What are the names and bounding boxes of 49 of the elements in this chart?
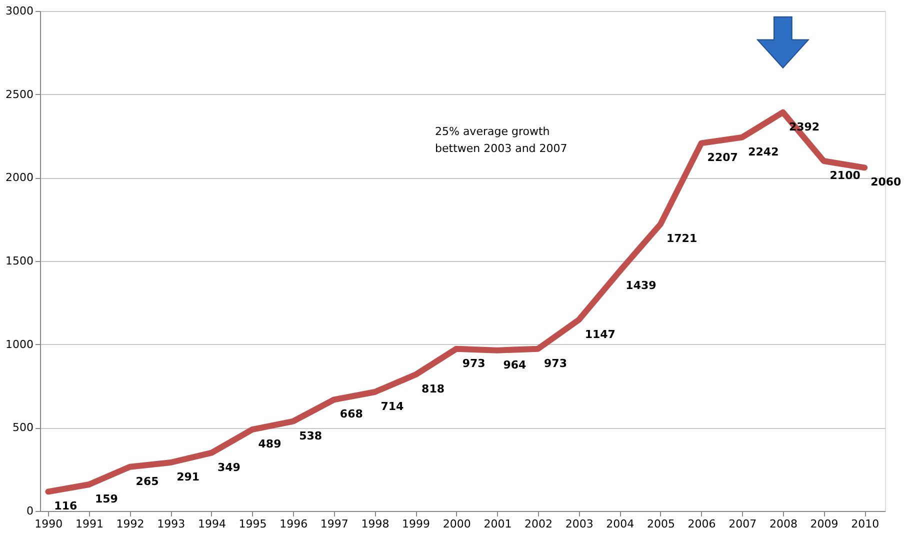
data-label: 2242: [748, 145, 779, 158]
data-label: 714: [380, 400, 404, 413]
data-label: 1147: [584, 328, 616, 341]
data-label: 349: [217, 460, 240, 474]
x-tick-label: 1997: [320, 518, 348, 530]
x-tick-label: 1994: [198, 518, 226, 530]
data-label: 291: [176, 470, 200, 484]
x-tick-label: 1992: [116, 518, 144, 530]
y-tick-label: 1000: [6, 338, 34, 351]
x-tick-label: 1995: [238, 518, 267, 530]
data-label: 818: [422, 382, 445, 396]
x-tick-label: 1991: [75, 518, 104, 530]
x-tick-label: 2006: [688, 518, 716, 530]
x-tick-label: 2007: [728, 518, 757, 530]
data-label: 538: [299, 429, 322, 442]
data-label: 159: [94, 492, 118, 506]
x-tick-label: 1993: [157, 518, 186, 530]
x-tick-label: 2002: [524, 518, 553, 530]
data-label: 973: [544, 356, 567, 370]
x-tick-label: 1990: [34, 518, 63, 530]
data-label: 489: [258, 438, 282, 450]
y-tick-label: 2500: [6, 88, 34, 101]
y-tick-label: 0: [26, 504, 34, 518]
data-label: 973: [462, 356, 486, 370]
data-label: 116: [54, 500, 78, 513]
y-tick-label: 500: [12, 421, 34, 434]
x-tick-label: 2000: [442, 518, 471, 530]
data-label: 2060: [870, 176, 902, 189]
x-tick-label: 2010: [851, 518, 880, 530]
x-tick-label: 1998: [361, 518, 390, 530]
x-tick-label: 2004: [606, 518, 634, 530]
annotation: 25% average growth bettwen 2003 and 2007: [435, 125, 568, 155]
data-label: 1439: [626, 279, 656, 292]
x-tick-label: 2001: [484, 518, 512, 530]
x-tick-label: 1996: [280, 518, 308, 530]
x-tick-label: 2009: [810, 518, 838, 530]
data-label: 2100: [830, 169, 861, 182]
x-tick-label: 2005: [646, 518, 675, 530]
data-label: 265: [136, 474, 159, 488]
x-tick-label: 2008: [769, 518, 798, 530]
data-label: 964: [503, 358, 527, 372]
data-label: 2207: [707, 151, 738, 164]
y-tick-label: 3000: [6, 4, 34, 18]
y-tick-label: 2000: [6, 171, 34, 184]
x-tick-label: 2003: [565, 518, 594, 530]
data-label: 1721: [666, 232, 698, 246]
x-tick-label: 1999: [402, 518, 430, 530]
data-label: 668: [340, 408, 363, 421]
y-tick-label: 1500: [6, 254, 34, 268]
